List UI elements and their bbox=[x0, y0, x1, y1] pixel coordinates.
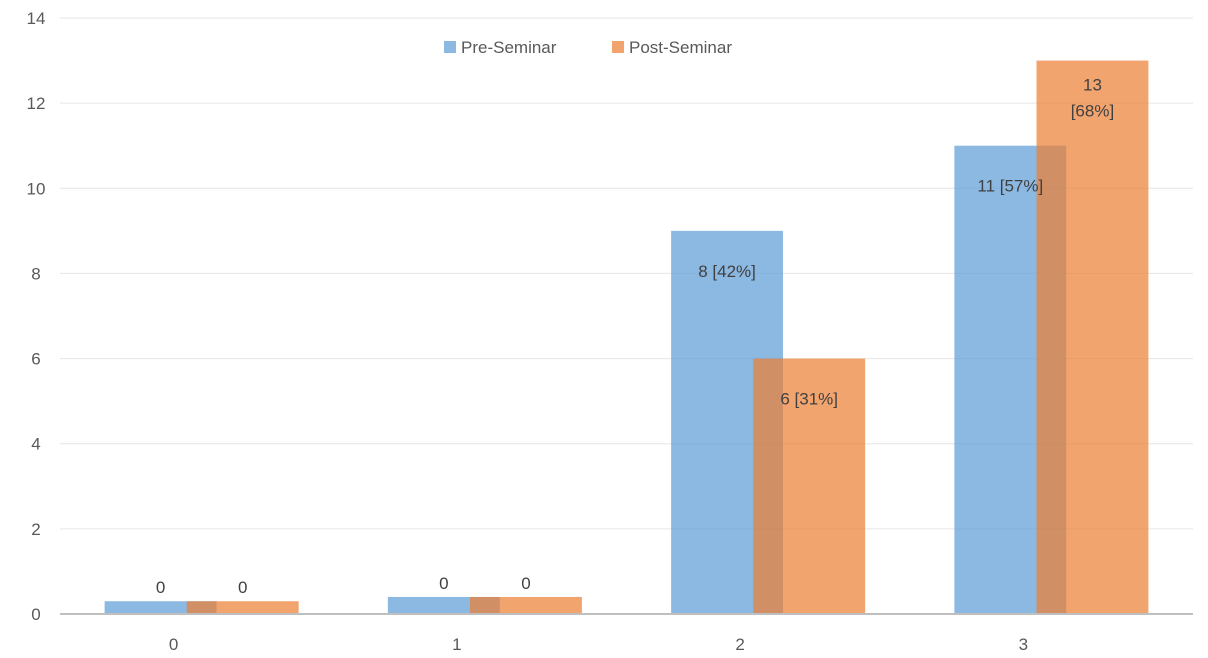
y-tick-label: 0 bbox=[31, 605, 40, 624]
data-label: 11 [57%] bbox=[977, 177, 1043, 196]
bar-post-seminar-3 bbox=[1036, 60, 1149, 615]
bar-post-seminar-1 bbox=[470, 596, 582, 614]
legend-swatch bbox=[444, 41, 456, 53]
x-axis-ticks: 0 1 2 3 bbox=[169, 635, 1028, 654]
data-labels: 0 0 0 0 8 [42%] 6 [31%] 11 [57%] 13 [68%] bbox=[156, 76, 1114, 598]
y-tick-label: 4 bbox=[31, 435, 40, 454]
y-tick-label: 12 bbox=[27, 94, 46, 113]
legend-label: Post-Seminar bbox=[629, 38, 732, 57]
bar-post-seminar-0 bbox=[186, 601, 299, 614]
y-tick-label: 2 bbox=[31, 520, 40, 539]
bar-post-seminar-2 bbox=[753, 358, 866, 614]
x-tick-label: 1 bbox=[452, 635, 461, 654]
x-tick-label: 3 bbox=[1019, 635, 1028, 654]
legend-label: Pre-Seminar bbox=[461, 38, 557, 57]
x-tick-label: 0 bbox=[169, 635, 178, 654]
gridlines bbox=[60, 17, 1193, 530]
y-axis-ticks: 0 2 4 6 8 10 12 14 bbox=[27, 9, 46, 624]
x-tick-label: 2 bbox=[735, 635, 744, 654]
data-label: 6 [31%] bbox=[780, 390, 838, 409]
y-tick-label: 10 bbox=[27, 179, 46, 198]
data-label: 0 bbox=[238, 578, 247, 597]
data-label: 0 bbox=[439, 574, 448, 593]
data-label: 0 bbox=[156, 578, 165, 597]
bars bbox=[104, 60, 1149, 615]
y-tick-label: 6 bbox=[31, 350, 40, 369]
legend: Pre-Seminar Post-Seminar bbox=[444, 38, 732, 57]
data-label: 0 bbox=[521, 574, 530, 593]
legend-swatch bbox=[612, 41, 624, 53]
data-label: 13 [68%] bbox=[1071, 76, 1114, 121]
data-label: 8 [42%] bbox=[698, 262, 756, 281]
y-tick-label: 14 bbox=[27, 9, 46, 28]
y-tick-label: 8 bbox=[31, 264, 40, 283]
